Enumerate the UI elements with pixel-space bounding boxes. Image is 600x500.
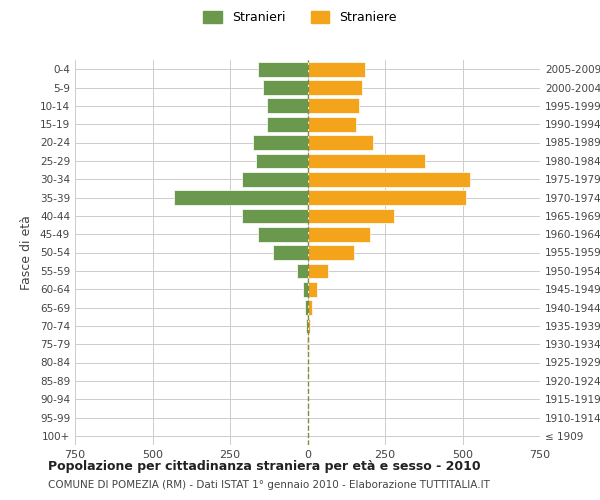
Bar (296, 264, 308, 278)
Bar (263, 80, 308, 95)
Bar (303, 282, 308, 296)
Bar (258, 62, 308, 76)
Bar (308, 264, 328, 278)
Y-axis label: Fasce di età: Fasce di età (20, 215, 33, 290)
Bar (308, 208, 394, 223)
Bar (267, 117, 308, 132)
Bar (258, 227, 308, 242)
Bar (305, 300, 308, 315)
Text: Popolazione per cittadinanza straniera per età e sesso - 2010: Popolazione per cittadinanza straniera p… (48, 460, 481, 473)
Bar (308, 80, 362, 95)
Bar (253, 135, 308, 150)
Bar (308, 172, 470, 186)
Bar (308, 227, 370, 242)
Bar (308, 98, 359, 113)
Bar (308, 245, 354, 260)
Bar (256, 154, 308, 168)
Bar (267, 98, 308, 113)
Bar (308, 337, 309, 351)
Bar (306, 318, 308, 333)
Bar (307, 337, 308, 351)
Bar (274, 245, 308, 260)
Bar (308, 62, 365, 76)
Bar (174, 190, 308, 205)
Bar (308, 190, 466, 205)
Bar (308, 154, 425, 168)
Bar (308, 300, 312, 315)
Bar (308, 117, 356, 132)
Bar (308, 318, 310, 333)
Bar (242, 208, 308, 223)
Bar (308, 135, 373, 150)
Legend: Stranieri, Straniere: Stranieri, Straniere (198, 6, 402, 29)
Bar (308, 282, 317, 296)
Text: COMUNE DI POMEZIA (RM) - Dati ISTAT 1° gennaio 2010 - Elaborazione TUTTITALIA.IT: COMUNE DI POMEZIA (RM) - Dati ISTAT 1° g… (48, 480, 490, 490)
Bar (242, 172, 308, 186)
